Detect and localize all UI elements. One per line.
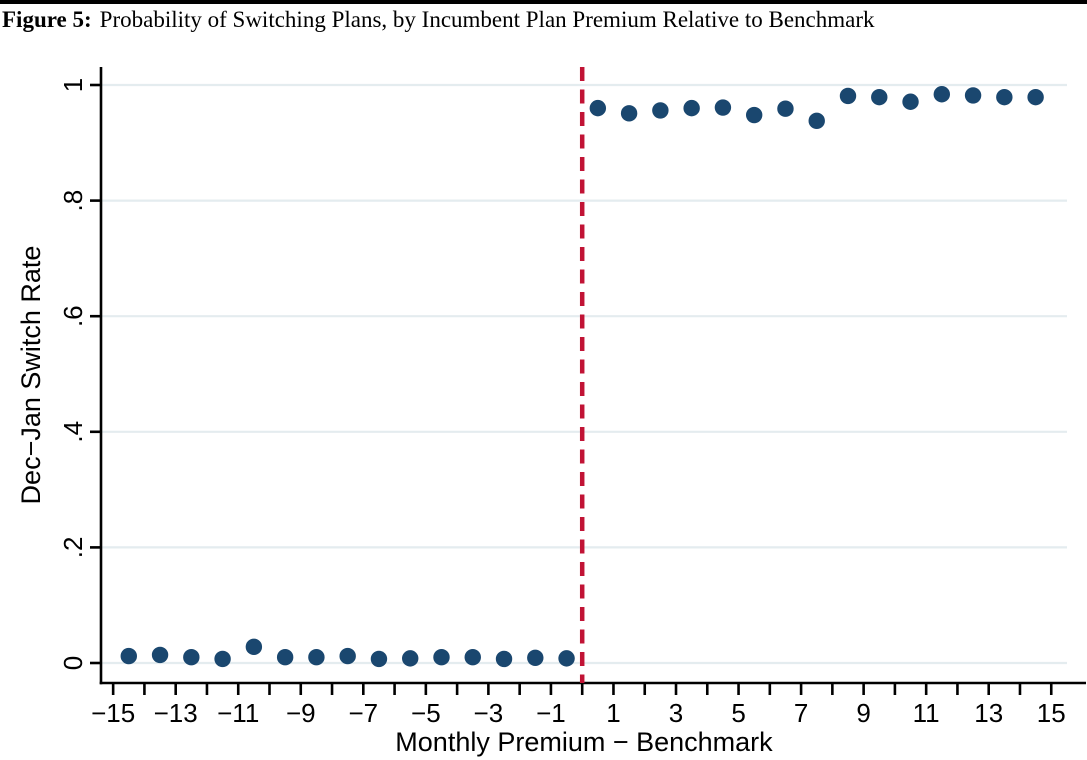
data-point — [777, 100, 794, 117]
x-tick-label: −3 — [474, 698, 504, 728]
data-point — [589, 99, 607, 117]
data-point — [151, 646, 169, 664]
data-point — [745, 106, 763, 124]
figure-caption: Figure 5: Probability of Switching Plans,… — [2, 7, 1087, 33]
x-tick-label: 11 — [913, 698, 940, 728]
x-tick-label: 13 — [974, 698, 1003, 728]
x-tick-label: −13 — [154, 698, 198, 728]
data-point — [964, 87, 982, 104]
data-point — [370, 650, 388, 668]
data-point — [902, 93, 919, 110]
data-point — [933, 86, 951, 103]
x-tick-label: −7 — [348, 698, 378, 728]
x-tick-label: 5 — [731, 698, 745, 728]
y-tick-label: 1 — [58, 78, 88, 92]
x-tick-label: 3 — [669, 698, 683, 728]
data-point — [214, 650, 231, 668]
y-tick-label: .2 — [58, 537, 88, 559]
data-points-layer — [120, 86, 1044, 668]
data-point — [276, 649, 294, 666]
x-tick-label: 7 — [794, 698, 808, 728]
data-point — [714, 99, 732, 116]
data-point — [808, 112, 825, 130]
data-point — [308, 649, 325, 666]
x-axis-title: Monthly Premium − Benchmark — [395, 727, 773, 757]
data-point — [245, 638, 263, 656]
y-tick-label: .6 — [58, 305, 88, 327]
data-point — [402, 650, 419, 667]
x-tick-label: 9 — [856, 698, 870, 728]
data-point — [495, 650, 513, 668]
data-point — [620, 105, 638, 122]
data-point — [339, 647, 356, 665]
x-tick-label: 1 — [606, 698, 620, 728]
figure-caption-prefix: Figure 5: — [2, 7, 92, 32]
axes-layer: 0.2.4.6.81−15 −13 −11 −9 −7 −5 −3 −1 1 3 5 7 9 11 13 15 — [58, 67, 1086, 728]
x-tick-label: −11 — [217, 698, 259, 728]
y-tick-label: .4 — [58, 421, 88, 443]
data-point — [120, 647, 137, 665]
gridlines-layer — [101, 83, 1067, 665]
top-border-rule — [0, 0, 1087, 4]
data-point — [527, 649, 544, 666]
data-point — [464, 649, 481, 666]
y-tick-label: 0 — [58, 656, 88, 670]
x-tick-label: −9 — [286, 698, 316, 728]
figure-caption-text: Probability of Switching Plans, by Incum… — [99, 7, 875, 32]
y-axis-title: Dec−Jan Switch Rate — [16, 246, 46, 505]
data-point — [839, 87, 857, 105]
x-tick-label: −1 — [536, 698, 566, 728]
data-point — [433, 649, 450, 666]
y-tick-label: .8 — [58, 190, 88, 212]
data-point — [1027, 88, 1044, 106]
x-tick-label: −15 — [91, 698, 135, 728]
data-point — [558, 650, 575, 667]
x-tick-label: 15 — [1037, 698, 1066, 728]
data-point — [652, 102, 669, 119]
data-point — [183, 649, 200, 666]
data-point — [871, 88, 888, 106]
data-point — [683, 99, 700, 117]
data-point — [996, 88, 1013, 106]
x-tick-label: −5 — [411, 698, 441, 728]
